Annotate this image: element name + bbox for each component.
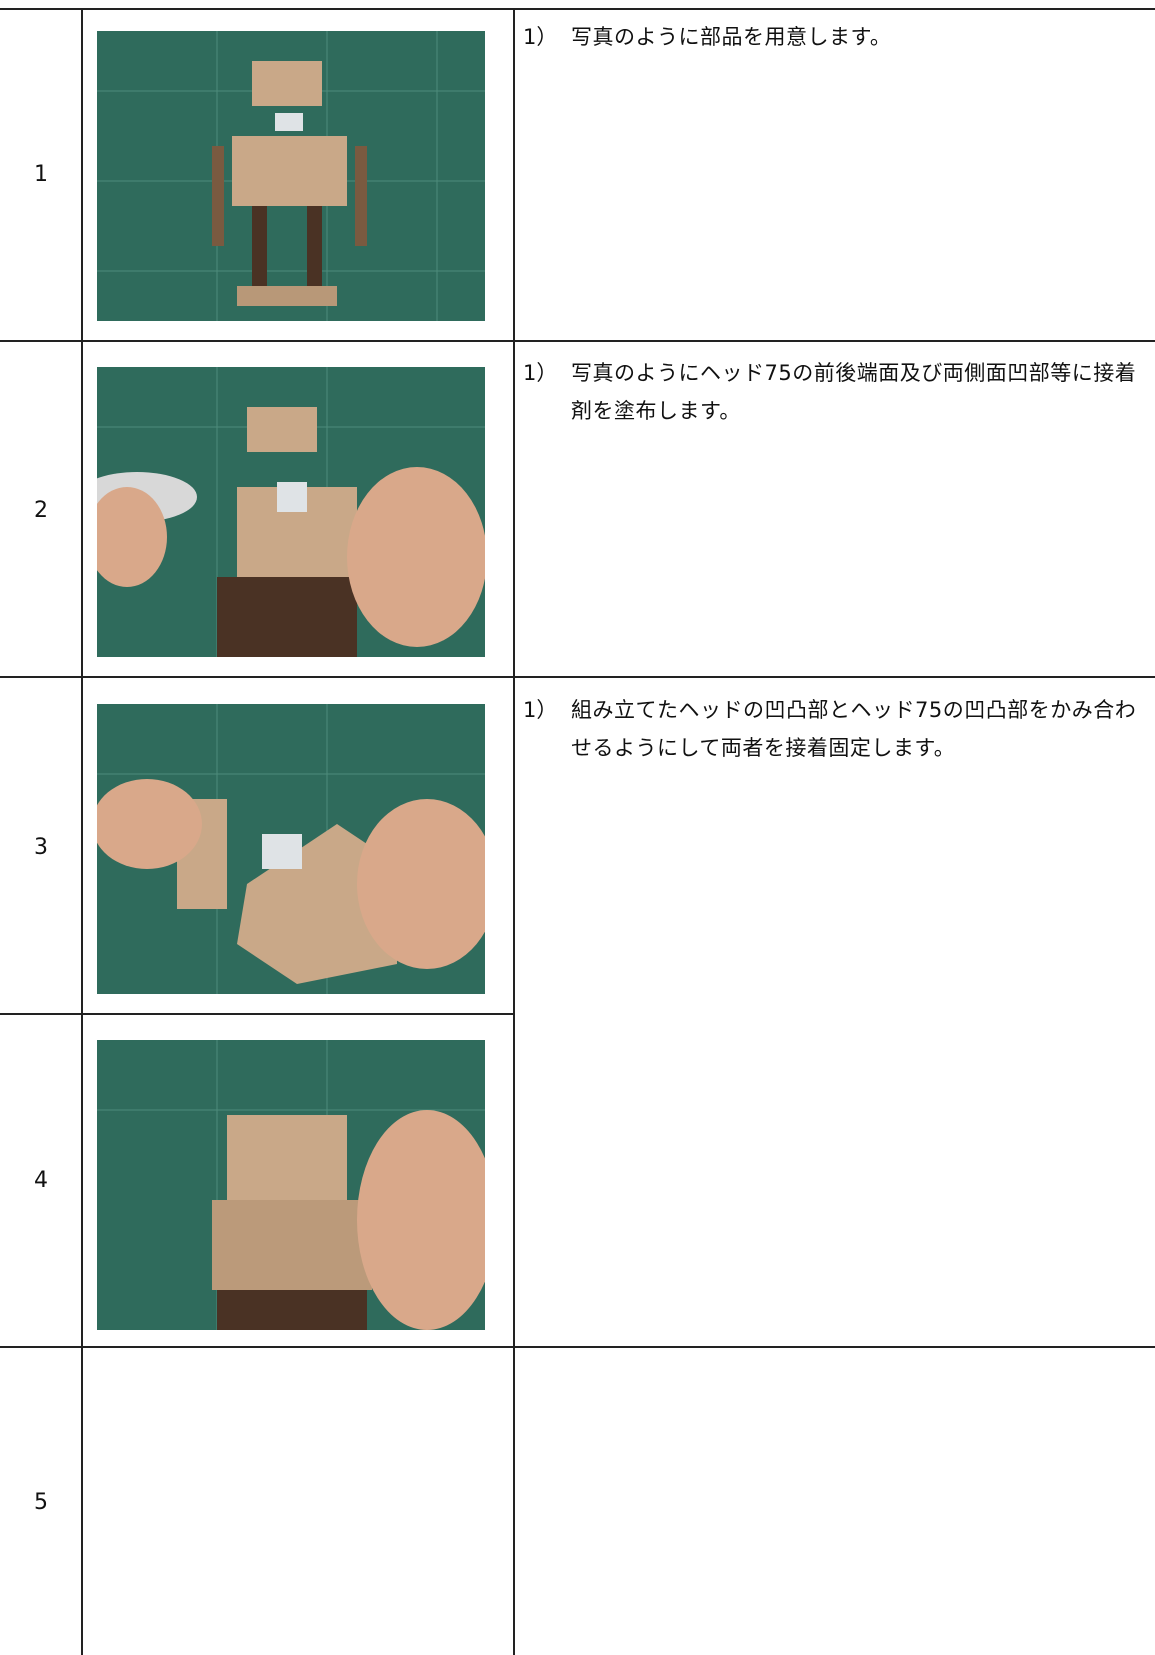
column-border: [513, 8, 515, 1655]
instruction-text: 組み立てたヘッドの凹凸部とヘッド75の凹凸部をかみ合わせるようにして両者を接着固…: [571, 698, 1137, 760]
column-border: [81, 8, 83, 1655]
photo: [97, 704, 485, 994]
step-number: 3: [34, 835, 48, 860]
row-border: [0, 676, 1155, 678]
instructions: 1） 写真のように部品を用意します。: [523, 18, 1155, 56]
instruction-text: 写真のように部品を用意します。: [571, 25, 892, 49]
instruction: 1） 組み立てたヘッドの凹凸部とヘッド75の凹凸部をかみ合わせるようにして両者を接…: [523, 691, 1155, 767]
photo: [97, 31, 485, 321]
row-border: [0, 1346, 1155, 1348]
instructions: 1） 写真のようにヘッド75の前後端面及び両側面凹部等に接着剤を塗布します。: [523, 354, 1155, 430]
instruction-text: 写真のようにヘッド75の前後端面及び両側面凹部等に接着剤を塗布します。: [571, 361, 1137, 423]
marker: 1）: [523, 698, 558, 722]
instructions: 1） 組み立てたヘッドの凹凸部とヘッド75の凹凸部をかみ合わせるようにして両者を接…: [523, 691, 1155, 767]
step-number: 1: [34, 162, 48, 187]
photo: [97, 367, 485, 657]
step-number: 2: [34, 498, 48, 523]
marker: 1）: [523, 25, 558, 49]
step-number: 4: [34, 1168, 48, 1193]
instruction: 1） 写真のように部品を用意します。: [523, 18, 1155, 56]
marker: 1）: [523, 361, 558, 385]
row-border: [0, 1013, 513, 1015]
row-border: [0, 340, 1155, 342]
table-border: [0, 8, 1155, 10]
instruction: 1） 写真のようにヘッド75の前後端面及び両側面凹部等に接着剤を塗布します。: [523, 354, 1155, 430]
photo: [97, 1040, 485, 1330]
step-number: 5: [34, 1490, 48, 1515]
